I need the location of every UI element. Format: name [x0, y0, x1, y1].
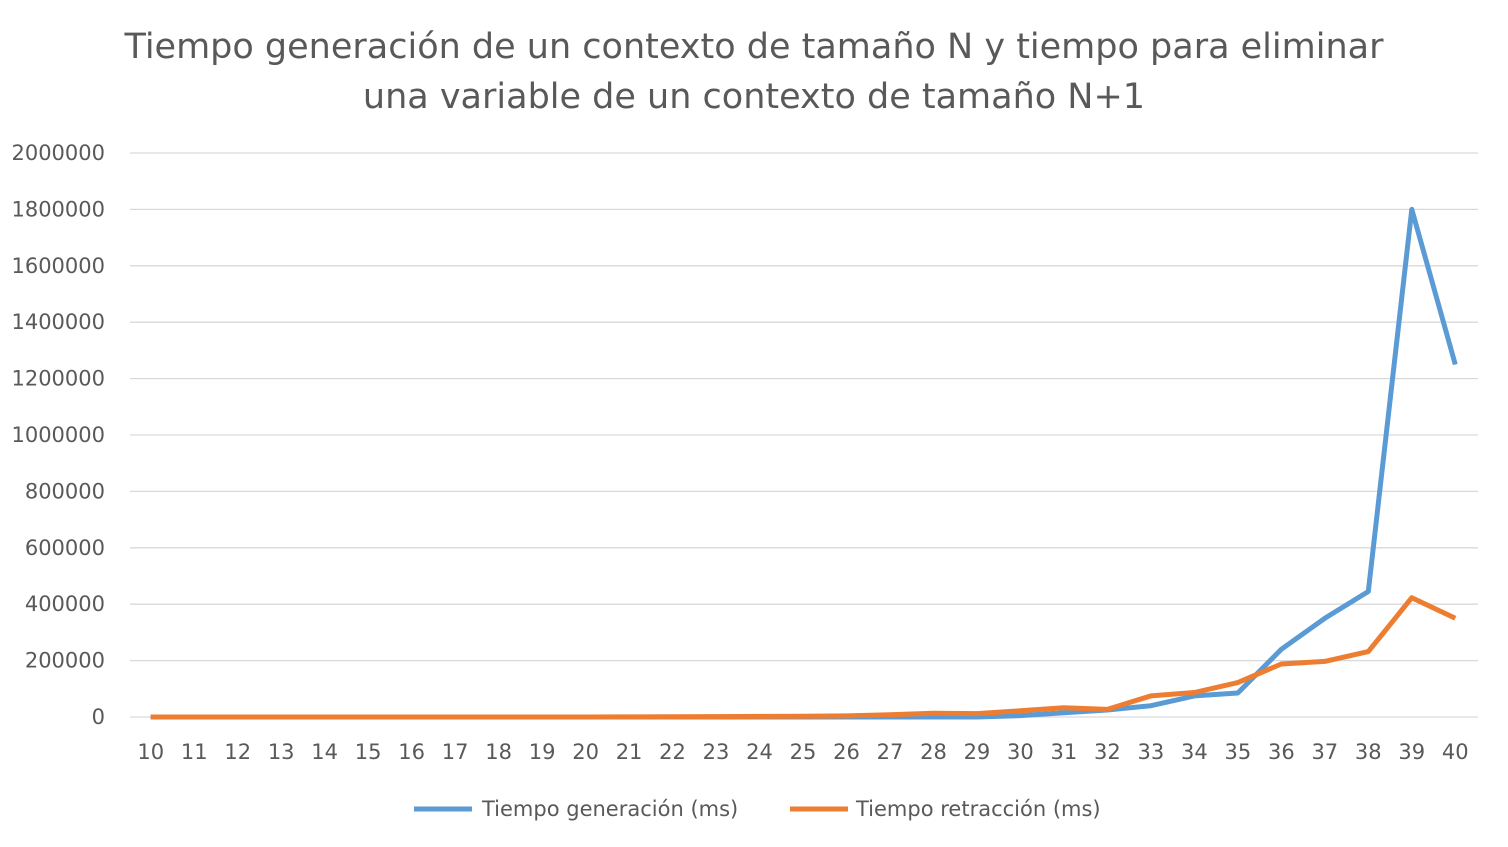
x-tick-label: 36: [1268, 740, 1295, 764]
series-line-1: [150, 206, 1458, 720]
x-tick-label: 17: [442, 740, 469, 764]
x-tick-label: 29: [964, 740, 991, 764]
y-tick-label: 400000: [25, 592, 105, 616]
x-tick-label: 30: [1007, 740, 1034, 764]
legend-label: Tiempo generación (ms): [481, 797, 738, 821]
x-tick-label: 23: [703, 740, 730, 764]
x-tick-label: 15: [355, 740, 382, 764]
chart-title-line-1: Tiempo generación de un contexto de tama…: [124, 27, 1384, 67]
x-tick-label: 20: [572, 740, 599, 764]
y-tick-label: 800000: [25, 479, 105, 503]
x-tick-label: 21: [616, 740, 643, 764]
x-tick-label: 39: [1398, 740, 1425, 764]
y-tick-label: 1200000: [11, 367, 105, 391]
y-axis-tick-labels: 0 200000 400000 600000 800000 1000000 1200000 1…: [11, 141, 105, 729]
gridlines: [130, 152, 1478, 718]
x-tick-label: 22: [659, 740, 686, 764]
legend: Tiempo generación (ms) Tiempo retracción …: [414, 797, 1101, 821]
x-tick-label: 16: [398, 740, 425, 764]
x-tick-label: 25: [790, 740, 817, 764]
x-tick-label: 37: [1311, 740, 1338, 764]
x-tick-label: 11: [181, 740, 208, 764]
x-tick-label: 32: [1094, 740, 1121, 764]
x-tick-label: 10: [137, 740, 164, 764]
x-tick-label: 31: [1051, 740, 1078, 764]
y-tick-label: 0: [92, 705, 105, 729]
chart-title-line-2: una variable de un contexto de tamaño N+…: [362, 77, 1146, 117]
chart-title: Tiempo generación de un contexto de tama…: [0, 22, 1508, 122]
x-tick-label: 26: [833, 740, 860, 764]
x-tick-label: 18: [485, 740, 512, 764]
legend-label: Tiempo retracción (ms): [855, 797, 1101, 821]
x-tick-label: 19: [529, 740, 556, 764]
y-tick-label: 1600000: [11, 254, 105, 278]
x-tick-label: 13: [268, 740, 295, 764]
y-tick-label: 1400000: [11, 310, 105, 334]
x-axis-tick-labels: 10 11 12 13 14 15 16 17 18 19 20 21 22 23 24 25 26 27 28 29…: [137, 740, 1468, 764]
x-tick-label: 12: [224, 740, 251, 764]
x-tick-label: 35: [1224, 740, 1251, 764]
series-line-2: [150, 595, 1457, 720]
x-tick-label: 33: [1138, 740, 1165, 764]
x-tick-label: 14: [311, 740, 338, 764]
y-tick-label: 1000000: [11, 423, 105, 447]
y-tick-label: 1800000: [11, 197, 105, 221]
x-tick-label: 38: [1355, 740, 1382, 764]
y-tick-label: 2000000: [11, 141, 105, 165]
series-layer: [150, 206, 1458, 720]
x-tick-label: 27: [877, 740, 904, 764]
y-tick-label: 600000: [25, 536, 105, 560]
y-tick-label: 200000: [25, 649, 105, 673]
x-tick-label: 34: [1181, 740, 1208, 764]
x-tick-label: 28: [920, 740, 947, 764]
x-tick-label: 24: [746, 740, 773, 764]
x-tick-label: 40: [1442, 740, 1469, 764]
